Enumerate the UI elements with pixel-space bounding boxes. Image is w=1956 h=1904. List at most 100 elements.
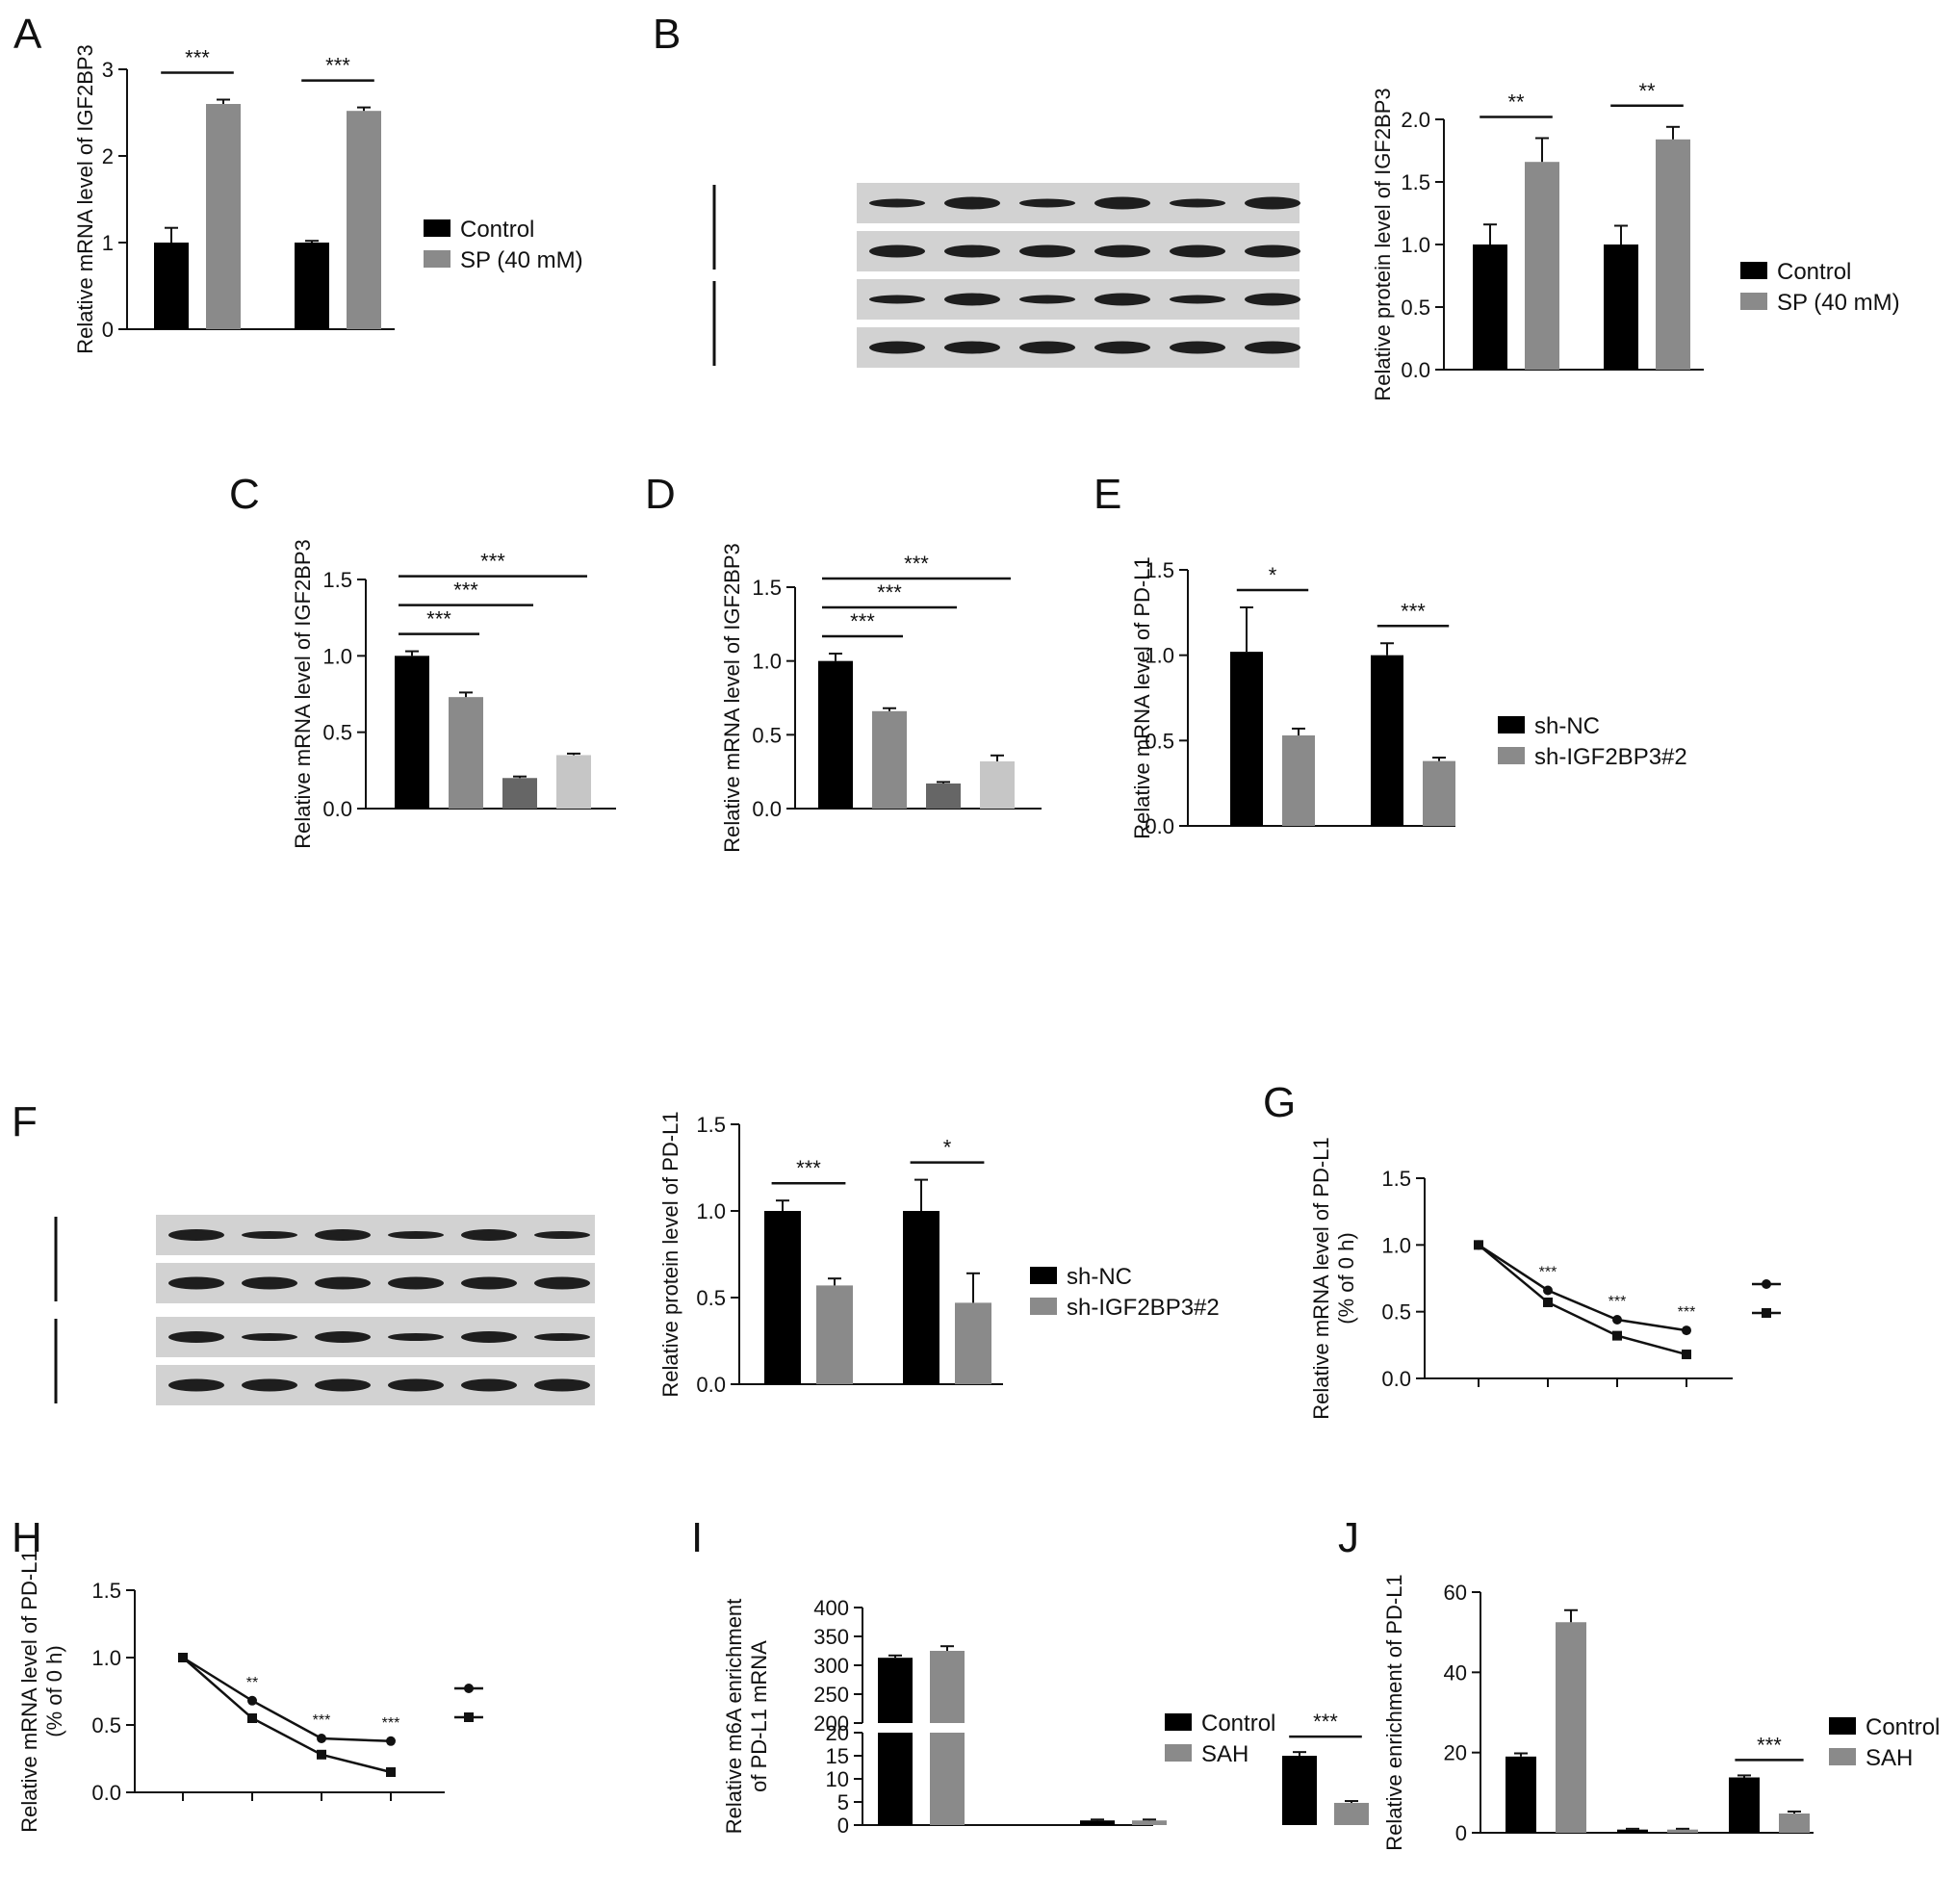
panel-a-legend-label: SP (40 mM) (460, 247, 583, 273)
panel-i-sig-label: *** (1313, 1710, 1338, 1734)
panel-j-sig-label: *** (1757, 1733, 1782, 1757)
panel-label-h: H (12, 1514, 42, 1561)
panel-g-ytick-label: 1.5 (1381, 1167, 1411, 1191)
panel-j-ytick-label: 60 (1444, 1581, 1467, 1605)
blot-b-band (1094, 293, 1150, 306)
panel-c-bar (556, 755, 591, 809)
panel-e-ytick-label: 1.5 (1145, 558, 1174, 582)
panel-h-series-line (182, 1657, 392, 1774)
panel-i-ytick-label: 350 (813, 1625, 849, 1649)
blot-b-band (1170, 341, 1225, 354)
panel-f-ytick-label: 0.0 (696, 1373, 726, 1397)
blot-f-band (315, 1229, 371, 1241)
panel-c-ytick-label: 1.5 (322, 568, 352, 592)
panel-e-legend-swatch (1498, 747, 1525, 764)
panel-i-bar (1334, 1802, 1369, 1825)
blot-f-membrane (156, 1215, 595, 1255)
blot-b-band (944, 244, 1000, 258)
panel-i-ytick-label: 200 (813, 1711, 849, 1736)
panel-j-legend-swatch (1829, 1748, 1856, 1765)
panel-j-bar (1617, 1829, 1648, 1833)
panel-d-bar (926, 783, 961, 809)
blot-f-band (315, 1378, 371, 1392)
panel-i-ytick-label: 400 (813, 1596, 849, 1620)
blot-f-band (242, 1231, 297, 1239)
panel-i-bar (1282, 1756, 1317, 1825)
blot-f-band (461, 1276, 517, 1290)
blot-f-band (461, 1378, 517, 1392)
panel-i-ylabel-line1: Relative m6A enrichment (722, 1599, 746, 1835)
panel-g-sig-label: *** (1539, 1264, 1557, 1280)
blot-b-band (1019, 244, 1075, 258)
panel-h-point-square (178, 1653, 188, 1662)
panel-d-sig-label: *** (850, 609, 875, 633)
panel-d-ytick-label: 0.0 (752, 797, 782, 821)
panel-b-ytick-label: 1.5 (1401, 170, 1430, 194)
panel-i-ytick-label: 10 (826, 1767, 849, 1791)
panel-i-ytick-label: 250 (813, 1683, 849, 1707)
panel-g-series-line (1478, 1244, 1687, 1332)
panel-i-ytick-label: 300 (813, 1654, 849, 1678)
panel-h-ytick-label: 0.0 (91, 1781, 121, 1805)
blot-f-membrane (156, 1263, 595, 1303)
panel-i-bar (1080, 1820, 1115, 1825)
panel-g-point-square (1543, 1297, 1553, 1307)
panel-g-ytick-label: 1.0 (1381, 1233, 1411, 1257)
panel-e-sig-label: *** (1401, 599, 1426, 623)
panel-d-bar (872, 710, 907, 809)
panel-h-sig-label: ** (246, 1675, 258, 1691)
panel-h-sig-label: *** (382, 1715, 400, 1732)
panel-j-bar (1729, 1777, 1760, 1833)
panel-e-bar (1423, 760, 1455, 826)
panel-d-bar (818, 660, 853, 809)
blot-f-band (168, 1229, 224, 1241)
panel-a-bar (154, 243, 189, 329)
panel-c-bar (449, 697, 483, 809)
panel-h-legend-marker (464, 1712, 474, 1722)
panel-f-ytick-label: 1.0 (696, 1199, 726, 1223)
panel-f-ytick-label: 1.5 (696, 1113, 726, 1137)
panel-e-bar (1282, 735, 1315, 826)
panel-f-bar (816, 1285, 853, 1384)
panel-g-legend-marker (1762, 1279, 1771, 1289)
panel-i-legend-label: Control (1201, 1711, 1275, 1737)
blot-f-band (534, 1378, 590, 1392)
panel-b-ylabel: Relative protein level of IGF2BP3 (1371, 88, 1395, 400)
blot-f-membrane (156, 1317, 595, 1357)
panel-b-legend-label: SP (40 mM) (1777, 290, 1900, 316)
panel-j-bar (1779, 1814, 1810, 1833)
panel-f-sig-label: * (943, 1136, 952, 1160)
blot-b-band (1245, 196, 1300, 210)
blot-f-band (242, 1333, 297, 1341)
panel-a-sig-label: *** (185, 46, 210, 70)
blot-f-band (388, 1378, 444, 1392)
panel-f-ylabel: Relative protein level of PD-L1 (658, 1111, 682, 1397)
panel-a-ylabel: Relative mRNA level of IGF2BP3 (73, 44, 97, 354)
panel-i-bar-upper (878, 1658, 913, 1723)
panel-b-ytick-label: 2.0 (1401, 108, 1430, 132)
panel-g-ylabel-line1: Relative mRNA level of PD-L1 (1309, 1137, 1333, 1419)
panel-i-ytick-label: 15 (826, 1744, 849, 1768)
panel-e-bar (1230, 652, 1263, 826)
panel-a-bar (347, 111, 381, 329)
panel-label-f: F (12, 1098, 38, 1145)
panel-d-ytick-label: 1.0 (752, 650, 782, 674)
panel-e-sig-label: * (1269, 563, 1277, 587)
panel-g-point-circle (1682, 1325, 1691, 1336)
panel-j-ytick-label: 0 (1455, 1821, 1467, 1845)
panel-g-ytick-label: 0.0 (1381, 1367, 1411, 1391)
blot-b-band (1094, 341, 1150, 354)
panel-b-ytick-label: 1.0 (1401, 233, 1430, 257)
panel-b-bar (1525, 162, 1559, 370)
panel-a-legend-swatch (424, 219, 450, 237)
panel-i-bar-upper (930, 1651, 965, 1723)
blot-f-band (242, 1276, 297, 1290)
panel-c-bar (502, 778, 537, 809)
panel-i-ytick-label: 5 (837, 1790, 849, 1814)
panel-i-axis-break (851, 1724, 1155, 1732)
panel-h-ylabel-line1: Relative mRNA level of PD-L1 (17, 1550, 41, 1832)
panel-b-legend-swatch (1740, 262, 1767, 279)
panel-j-legend-label: Control (1866, 1714, 1940, 1740)
panel-f-ytick-label: 0.5 (696, 1286, 726, 1310)
panel-b-ytick-label: 0.0 (1401, 358, 1430, 382)
